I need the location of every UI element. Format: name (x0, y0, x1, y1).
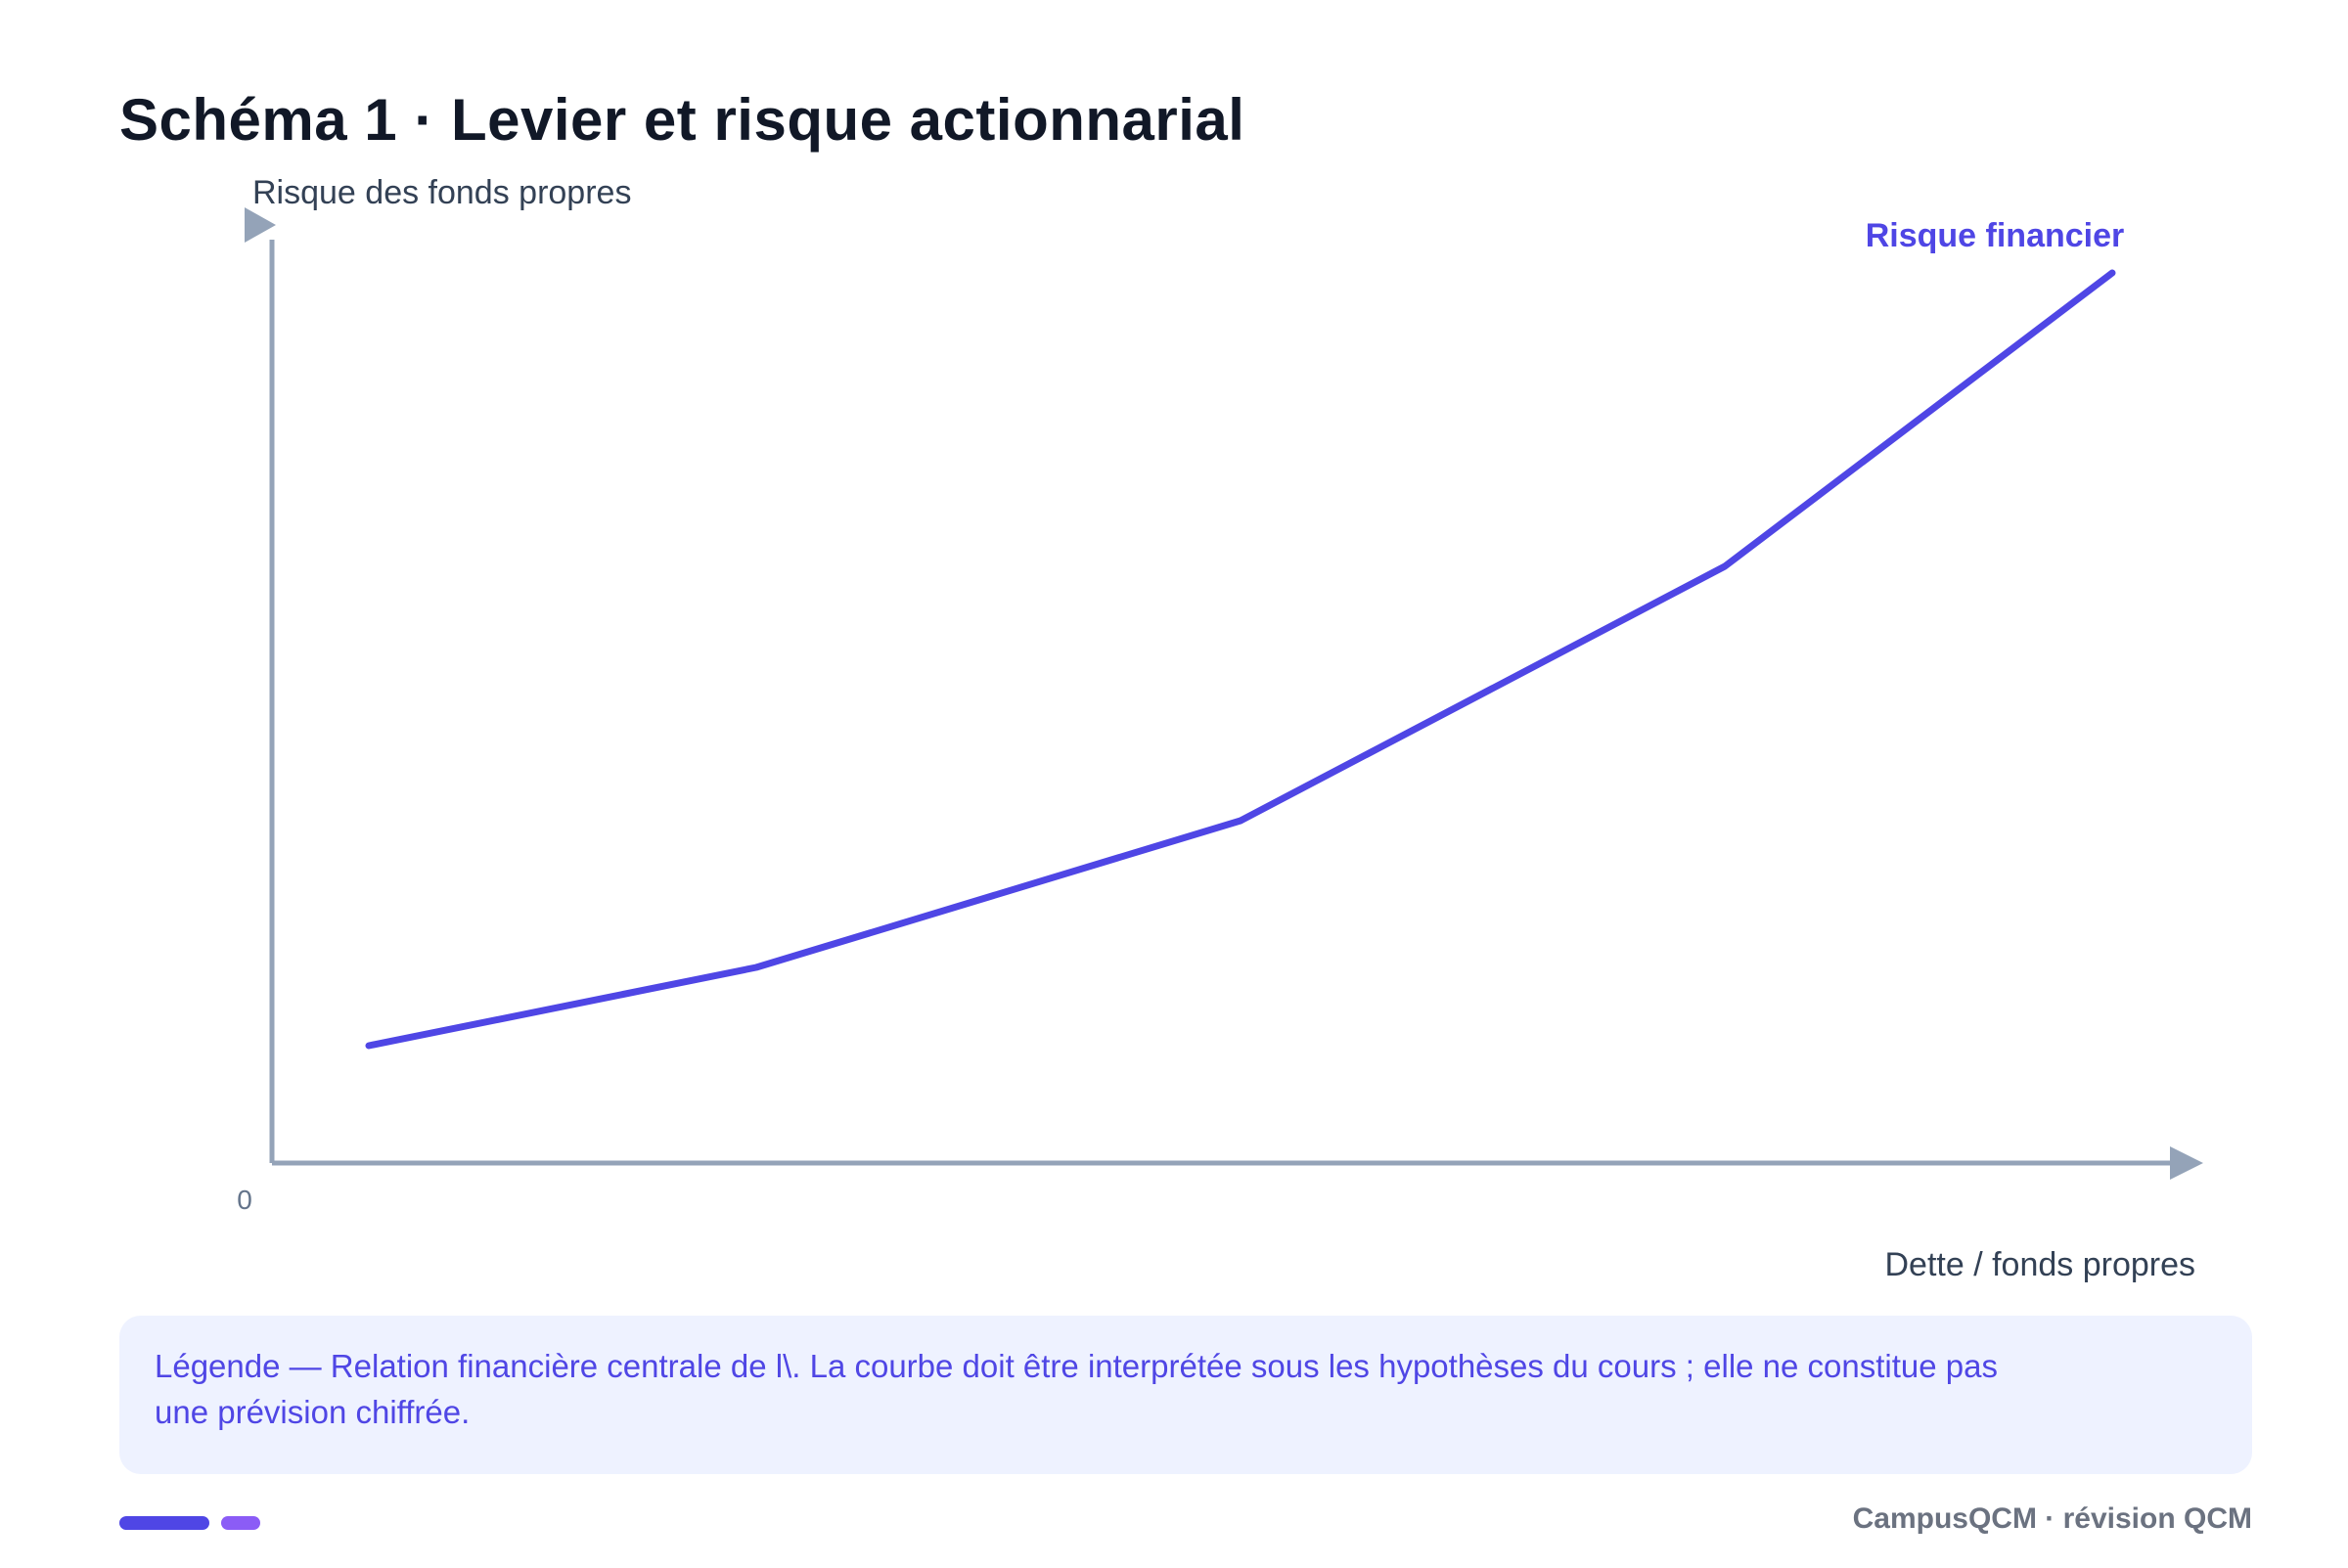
series-label-risque-financier: Risque financier (1866, 217, 2125, 254)
chart: Risque des fonds propres Dette / fonds p… (237, 174, 2203, 1283)
legend-text-line-2: une prévision chiffrée. (155, 1394, 471, 1430)
page-title: Schéma 1 · Levier et risque actionnarial (119, 87, 1245, 153)
footer-brand: CampusQCM · révision QCM (1852, 1502, 2252, 1535)
x-axis-label: Dette / fonds propres (1884, 1246, 2195, 1283)
origin-tick-label: 0 (237, 1185, 252, 1215)
x-axis-arrow (2170, 1146, 2203, 1180)
brand-bar-primary (119, 1516, 209, 1530)
brand-bar-secondary (221, 1516, 260, 1530)
legend-box: Légende — Relation financière centrale d… (119, 1316, 2252, 1474)
legend-text-line-1: Légende — Relation financière centrale d… (155, 1348, 1998, 1384)
y-axis-arrow (245, 207, 276, 243)
series-line-risque-financier (365, 269, 2116, 1050)
y-axis-label: Risque des fonds propres (252, 174, 631, 211)
